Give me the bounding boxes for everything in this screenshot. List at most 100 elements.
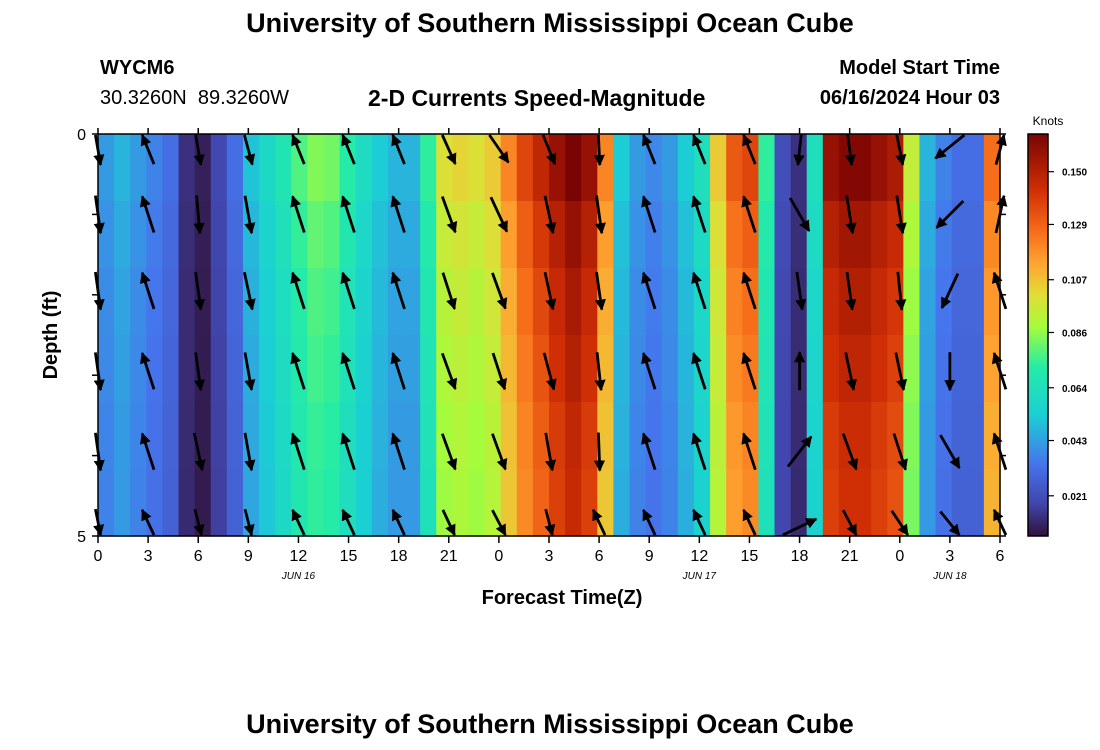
heatmap-cell bbox=[806, 402, 824, 470]
heatmap-cell bbox=[468, 201, 486, 269]
heatmap-cell bbox=[565, 268, 582, 336]
heatmap-cell bbox=[855, 335, 872, 403]
heatmap-cell bbox=[130, 335, 147, 403]
current-vector-arrow bbox=[491, 433, 508, 471]
heatmap-cell bbox=[565, 469, 582, 537]
heatmap-cell bbox=[323, 134, 341, 202]
heatmap-cell bbox=[822, 268, 840, 336]
current-vector-arrow bbox=[845, 195, 857, 235]
x-tick-label: 3 bbox=[144, 548, 153, 565]
heatmap-cell bbox=[500, 402, 518, 470]
current-vector-arrow bbox=[594, 271, 606, 311]
x-axis-label: Forecast Time(Z) bbox=[482, 587, 643, 609]
heatmap-cell bbox=[613, 402, 631, 470]
heatmap-cell bbox=[226, 268, 244, 336]
heatmap-cell bbox=[291, 335, 308, 403]
heatmap-cell bbox=[951, 335, 969, 403]
current-vector-arrow bbox=[441, 134, 457, 165]
current-vector-arrow bbox=[594, 195, 606, 235]
current-vector-arrow bbox=[641, 133, 657, 165]
heatmap-cell bbox=[597, 402, 615, 470]
heatmap-cell bbox=[693, 402, 711, 470]
heatmap-cell bbox=[114, 268, 131, 336]
heatmap-cell bbox=[710, 469, 727, 537]
current-vector-arrow bbox=[390, 432, 406, 471]
heatmap-cell bbox=[903, 201, 921, 269]
heatmap-cell bbox=[613, 469, 631, 537]
x-tick-label: 12 bbox=[290, 548, 308, 565]
heatmap-cell bbox=[516, 201, 534, 269]
x-tick-label: 12 bbox=[690, 548, 708, 565]
heatmap-cell bbox=[371, 134, 389, 202]
current-vector-arrow bbox=[243, 508, 255, 537]
heatmap-cell bbox=[677, 469, 695, 537]
heatmap-cell bbox=[887, 201, 904, 269]
heatmap-cell bbox=[420, 201, 437, 269]
heatmap-cell bbox=[855, 402, 872, 470]
heatmap-cell bbox=[661, 201, 679, 269]
heatmap-cell bbox=[806, 201, 824, 269]
current-vector-arrow bbox=[741, 195, 757, 233]
current-vector-arrow bbox=[642, 508, 657, 536]
axes-layer: 0 3 6 9 12 15 18 21 0 3 6 9 12 15 18 21 0 3 6 JUN 16 JUN 17 J… bbox=[77, 127, 1006, 582]
heatmap-cell bbox=[339, 201, 357, 269]
heatmap-cell bbox=[516, 402, 534, 470]
current-vector-arrow bbox=[391, 508, 406, 536]
heatmap-cell bbox=[790, 402, 808, 470]
current-vector-arrow bbox=[591, 508, 607, 536]
heatmap-cell bbox=[774, 469, 792, 537]
heatmap-cell bbox=[98, 469, 115, 537]
heatmap-cell bbox=[130, 201, 147, 269]
heatmap-cell bbox=[178, 402, 196, 470]
heatmap-cell bbox=[822, 134, 840, 202]
heatmap-cell bbox=[967, 268, 985, 336]
x-tick-label: 6 bbox=[996, 548, 1005, 565]
heatmap-cell bbox=[581, 335, 598, 403]
heatmap-cell bbox=[178, 134, 196, 202]
current-vector-arrow bbox=[594, 352, 606, 392]
x-tick-label: 0 bbox=[494, 548, 503, 565]
heatmap-cell bbox=[146, 201, 164, 269]
heatmap-cell bbox=[130, 268, 147, 336]
heatmap-cell bbox=[871, 268, 888, 336]
heatmap-cell bbox=[903, 335, 921, 403]
heatmap-cell bbox=[613, 335, 631, 403]
heatmap-cell bbox=[452, 201, 470, 269]
heatmap-cell bbox=[500, 134, 518, 202]
current-vector-arrow bbox=[440, 196, 458, 234]
heatmap-cell bbox=[532, 268, 550, 336]
heatmap-cell bbox=[661, 134, 679, 202]
current-vector-arrow bbox=[441, 272, 457, 310]
heatmap-cell bbox=[162, 402, 180, 470]
colorbar-tick-label: 0.150 bbox=[1062, 168, 1087, 179]
current-vector-arrow bbox=[895, 195, 907, 235]
speed-heatmap-chart: 0 3 6 9 12 15 18 21 0 3 6 9 12 15 18 21 0 3 6 JUN 16 JUN 17 J… bbox=[40, 114, 1087, 609]
current-vector-arrow bbox=[786, 435, 813, 468]
heatmap-cell bbox=[565, 201, 582, 269]
heatmap-cell bbox=[259, 335, 276, 403]
heatmap-cell bbox=[758, 201, 776, 269]
heatmap-cell bbox=[951, 402, 969, 470]
heatmap-cell bbox=[983, 469, 1001, 537]
heatmap-cell bbox=[98, 402, 115, 470]
heatmap-cell bbox=[951, 134, 969, 202]
heatmap-cell bbox=[726, 469, 743, 537]
current-vector-arrow bbox=[341, 133, 356, 165]
current-vectors-layer bbox=[93, 133, 1008, 537]
heatmap-cell bbox=[259, 134, 276, 202]
heatmap-cell bbox=[194, 469, 212, 537]
current-vector-arrow bbox=[641, 352, 657, 390]
heatmap-cell bbox=[822, 402, 840, 470]
heatmap-cell bbox=[581, 469, 598, 537]
x-tick-label: 21 bbox=[841, 548, 859, 565]
current-vector-arrow bbox=[788, 197, 811, 232]
current-vector-arrow bbox=[340, 271, 356, 310]
heatmap-cell bbox=[758, 134, 776, 202]
current-vector-arrow bbox=[243, 195, 256, 235]
current-vector-arrow bbox=[340, 432, 356, 471]
heatmap-cell bbox=[951, 201, 969, 269]
heatmap-cell bbox=[983, 268, 1001, 336]
current-vector-arrow bbox=[243, 271, 256, 311]
current-vector-arrow bbox=[939, 510, 961, 536]
heatmap-cell bbox=[871, 335, 888, 403]
